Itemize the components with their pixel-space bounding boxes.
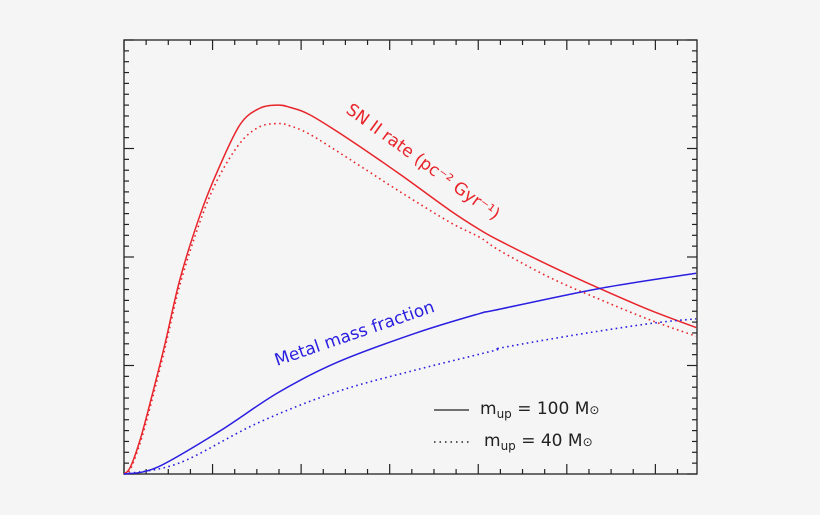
legend: mup = 100 M⊙ mup = 40 M⊙: [434, 399, 599, 453]
legend-entry-40: mup = 40 M⊙: [484, 431, 593, 453]
metal-solid-series-line: [123, 272, 697, 475]
plot-frame: [123, 39, 698, 475]
legend-entry-100: mup = 100 M⊙: [480, 399, 599, 421]
series-curves: [123, 104, 697, 475]
axis-ticks: [123, 39, 697, 475]
sn-solid-series-line: [123, 104, 697, 475]
